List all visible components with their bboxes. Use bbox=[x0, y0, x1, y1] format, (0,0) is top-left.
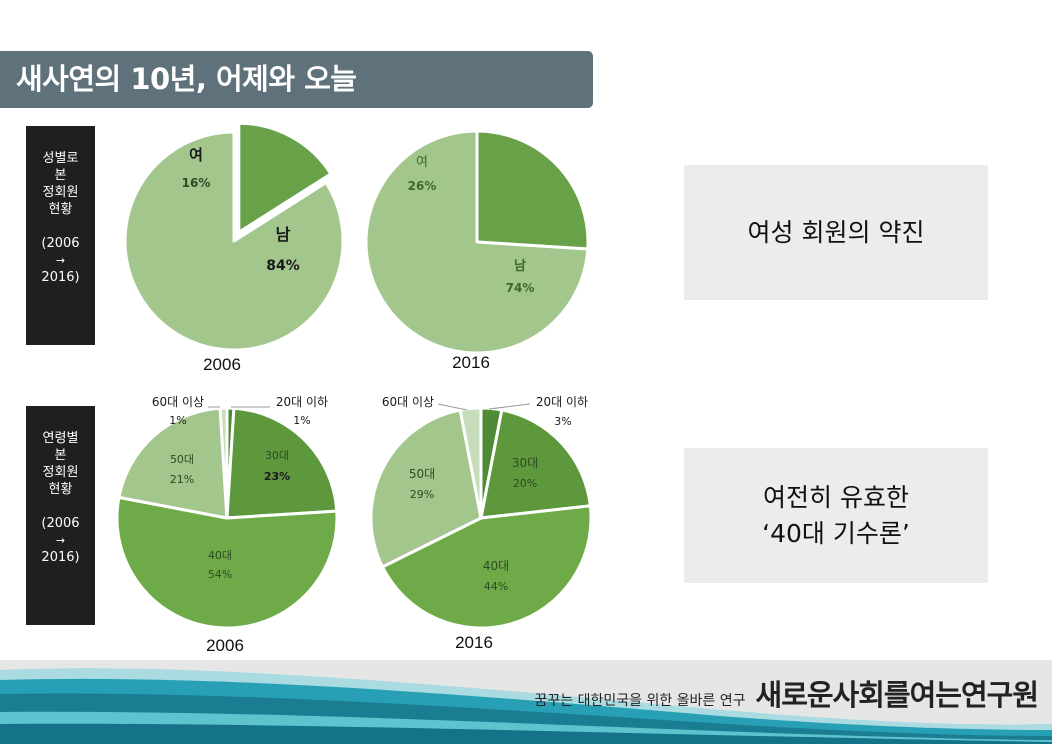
pie-slice bbox=[218, 406, 229, 520]
age-callout: 여전히 유효한 ‘40대 기수론’ bbox=[684, 448, 988, 583]
label-line: 연령별 bbox=[42, 431, 79, 446]
slice-value-label: 84% bbox=[266, 258, 300, 274]
org-name: 새로운사회를여는연구원 bbox=[755, 678, 1039, 712]
age-pie-2016: 30대 20% 40대 44% 50대 29% 20대 이하 3% 60대 이상 bbox=[369, 395, 593, 630]
slice-value-label: 3% bbox=[554, 415, 571, 428]
slice-label: 20대 이하 bbox=[536, 395, 588, 409]
slice-value-label: 1% bbox=[169, 414, 186, 427]
pie-slice bbox=[475, 129, 590, 251]
pie-slice bbox=[115, 495, 339, 630]
gender-section-label: 성별로 본 정회원 현황 (2006 → 2016) bbox=[26, 126, 95, 345]
slice-label: 40대 bbox=[483, 559, 509, 573]
slice-label: 남 bbox=[514, 258, 526, 274]
pie-slice bbox=[237, 121, 333, 234]
callout-leader-line bbox=[488, 403, 531, 410]
callout-leader-line bbox=[437, 403, 468, 411]
page-title: 새사연의 10년, 어제와 오늘 bbox=[16, 62, 357, 96]
slice-label: 30대 bbox=[512, 456, 538, 470]
slice-label: 여 bbox=[189, 146, 203, 164]
label-line: 현황 bbox=[48, 202, 73, 217]
slice-value-label: 21% bbox=[170, 473, 194, 486]
label-line: 정회원 bbox=[42, 465, 79, 480]
slice-label: 60대 이상 bbox=[152, 395, 204, 409]
pie-slice bbox=[117, 406, 229, 520]
gender-pie-2016: 여 26% 남 74% bbox=[364, 129, 590, 355]
footer-wave-band bbox=[0, 660, 1052, 744]
slice-label: 여 bbox=[416, 155, 428, 170]
pie-slice bbox=[369, 408, 483, 569]
slice-value-label: 54% bbox=[208, 568, 232, 581]
slice-value-label: 26% bbox=[408, 179, 437, 193]
slice-label: 20대 이하 bbox=[276, 395, 328, 409]
slice-label: 50대 bbox=[409, 467, 435, 481]
pie-slice bbox=[479, 408, 592, 520]
pie-slice bbox=[380, 504, 593, 630]
slice-label: 60대 이상 bbox=[382, 395, 434, 409]
slice-value-label: 16% bbox=[182, 176, 211, 190]
callout-line: 여전히 유효한 bbox=[763, 482, 909, 512]
slice-label: 40대 bbox=[208, 549, 232, 562]
label-line: 본 bbox=[54, 168, 67, 183]
label-line: 현황 bbox=[48, 482, 73, 497]
chart-year-label: 2016 bbox=[455, 633, 493, 652]
slice-value-label: 29% bbox=[410, 488, 434, 501]
pie-slice bbox=[123, 130, 345, 352]
label-line: 정회원 bbox=[42, 185, 79, 200]
age-pie-2006: 30대 23% 40대 54% 50대 21% 20대 이하 1% 60대 이상 1% bbox=[115, 395, 339, 630]
gender-pie-2006: 여 16% 남 84% bbox=[123, 121, 345, 352]
footer-branding: 꿈꾸는 대한민국을 위한 올바른 연구 새로운사회를여는연구원 bbox=[534, 672, 1039, 714]
pie-slice bbox=[458, 406, 483, 520]
callout-line: 여성 회원의 약진 bbox=[747, 217, 925, 247]
pie-slice bbox=[364, 129, 590, 355]
arrow-icon: → bbox=[55, 254, 66, 267]
title-bar: 새사연의 10년, 어제와 오늘 bbox=[0, 51, 593, 108]
chart-year-label: 2006 bbox=[203, 355, 241, 374]
footer-tagline: 꿈꾸는 대한민국을 위한 올바른 연구 bbox=[534, 693, 746, 709]
pie-slice bbox=[225, 406, 339, 520]
chart-year-label: 2006 bbox=[206, 636, 244, 655]
period-line: 2016) bbox=[41, 550, 80, 565]
age-section-label: 연령별 본 정회원 현황 (2006 → 2016) bbox=[26, 406, 95, 625]
slice-label: 30대 bbox=[265, 449, 289, 462]
gender-callout: 여성 회원의 약진 bbox=[684, 165, 988, 300]
chart-year-label: 2016 bbox=[452, 353, 490, 372]
slice-value-label: 20% bbox=[513, 477, 537, 490]
period-line: (2006 bbox=[41, 516, 80, 531]
slice-value-label: 44% bbox=[484, 580, 508, 593]
callout-line: ‘40대 기수론’ bbox=[762, 518, 910, 548]
period-line: (2006 bbox=[41, 236, 80, 251]
slice-label: 50대 bbox=[170, 453, 194, 466]
arrow-icon: → bbox=[55, 534, 66, 547]
period-line: 2016) bbox=[41, 270, 80, 285]
slice-value-label: 74% bbox=[506, 281, 535, 295]
label-line: 본 bbox=[54, 448, 67, 463]
slice-label: 남 bbox=[276, 225, 291, 244]
slice-value-label: 1% bbox=[293, 414, 310, 427]
label-line: 성별로 bbox=[42, 151, 79, 166]
slice-value-label: 23% bbox=[264, 470, 290, 483]
